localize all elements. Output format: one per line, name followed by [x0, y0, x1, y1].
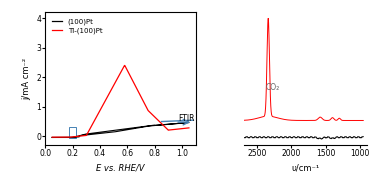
- Text: FTIR: FTIR: [178, 114, 195, 123]
- Y-axis label: j/mA cm⁻²: j/mA cm⁻²: [22, 58, 31, 100]
- Bar: [69, 127, 76, 138]
- X-axis label: υ/cm⁻¹: υ/cm⁻¹: [291, 164, 319, 173]
- Text: CO₂: CO₂: [265, 83, 280, 92]
- X-axis label: E vs. RHE/V: E vs. RHE/V: [96, 164, 145, 173]
- Legend: (100)Pt, Tl-(100)Pt: (100)Pt, Tl-(100)Pt: [49, 16, 105, 36]
